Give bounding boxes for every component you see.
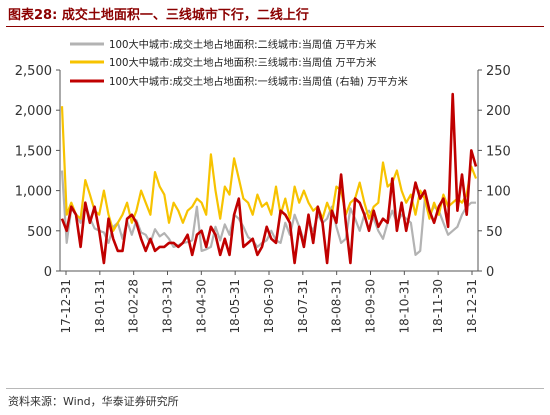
right-tick-label: 100: [486, 185, 511, 200]
right-tick-label: 0: [486, 265, 494, 280]
title-divider: [6, 26, 544, 27]
x-tick-label: 18-01-31: [93, 279, 107, 333]
x-tick-label: 18-05-31: [228, 279, 242, 333]
left-tick-label: 0: [44, 265, 52, 280]
figure-title: 图表28: 成交土地面积一、三线城市下行，二线上行: [8, 8, 309, 23]
x-tick-label: 18-11-30: [431, 279, 445, 333]
x-tick-label: 18-08-31: [330, 279, 344, 333]
right-tick-label: 250: [486, 64, 511, 79]
series-line-3: [60, 92, 478, 265]
x-axis: 17-12-31 18-01-31 18-02-28 18-03-31 18-04-30…: [59, 271, 479, 333]
x-tick-label: 18-02-28: [127, 279, 141, 333]
x-tick-label: 17-12-31: [59, 279, 73, 333]
legend-label-2: 100大中城市:成交土地占地面积:三线城市:当周值 万平方米: [109, 56, 376, 69]
source-note: 资料来源：Wind，华泰证券研究所: [8, 395, 179, 408]
legend-label-3: 100大中城市:成交土地占地面积:一线城市:当周值 (右轴) 万平方米: [109, 75, 408, 88]
x-tick-label: 18-12-31: [465, 279, 479, 333]
left-tick-label: 1,000: [15, 185, 52, 200]
series-line-2: [60, 106, 478, 232]
left-tick-label: 1,500: [15, 144, 52, 159]
left-axis: 0 500 1,000 1,500 2,000 2,500: [15, 64, 60, 280]
left-tick-label: 2,000: [15, 104, 52, 119]
right-tick-label: 50: [486, 225, 503, 240]
left-tick-label: 2,500: [15, 64, 52, 79]
right-axis: 0 50 100 150 200 250: [478, 64, 511, 280]
x-tick-label: 18-10-31: [397, 279, 411, 333]
left-tick-label: 500: [27, 225, 52, 240]
series-lines: [60, 92, 478, 265]
right-tick-label: 150: [486, 144, 511, 159]
source-divider: [6, 388, 544, 389]
x-tick-label: 18-04-30: [194, 279, 208, 333]
x-tick-label: 18-07-31: [296, 279, 310, 333]
x-tick-label: 18-06-30: [262, 279, 276, 333]
legend-label-1: 100大中城市:成交土地占地面积:二线城市:当周值 万平方米: [109, 38, 376, 51]
line-chart: 0 500 1,000 1,500 2,000 2,500 0 50 100 150 200 250…: [15, 38, 511, 333]
x-tick-label: 18-03-31: [161, 279, 175, 333]
x-tick-label: 18-09-30: [364, 279, 378, 333]
right-tick-label: 200: [486, 104, 511, 119]
legend: 100大中城市:成交土地占地面积:二线城市:当周值 万平方米 100大中城市:成交…: [70, 38, 408, 88]
